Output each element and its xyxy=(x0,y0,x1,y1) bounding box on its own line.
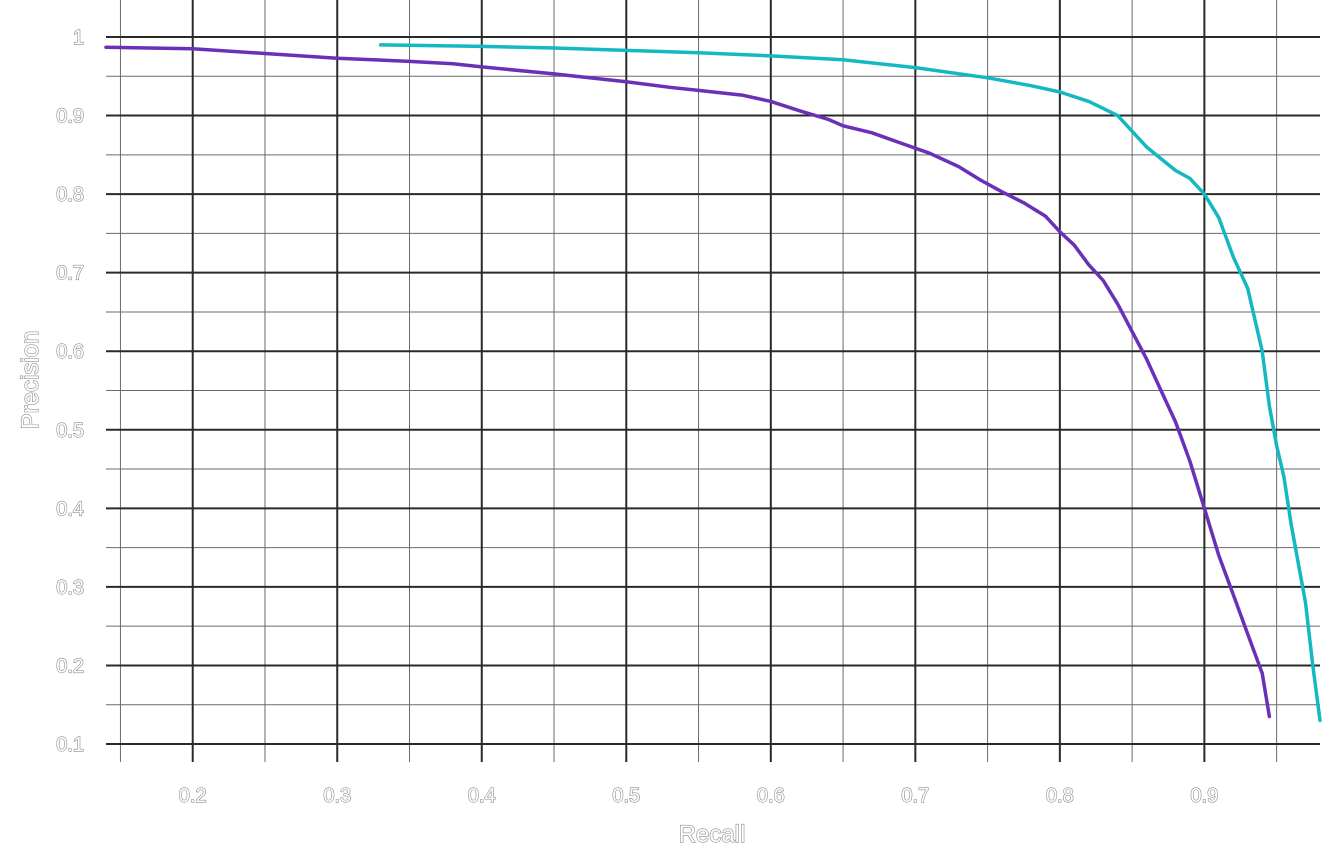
y-tick-label: 0.3 xyxy=(56,577,84,599)
series-line-2 xyxy=(378,43,1322,723)
series-lines xyxy=(104,43,1322,723)
x-tick-labels: 0.2 0.3 0.4 0.5 0.6 0.7 0.8 0.9 xyxy=(178,784,1219,807)
y-tick-label: 0.4 xyxy=(56,498,84,520)
x-tick-label: 0.4 xyxy=(468,785,496,807)
x-tick-label: 0.9 xyxy=(1190,785,1218,807)
series-line-1 xyxy=(104,45,1272,719)
y-tick-label: 0.6 xyxy=(56,341,84,363)
y-axis-title: Precision xyxy=(17,331,44,430)
y-tick-label: 0.9 xyxy=(56,106,84,128)
y-tick-label: 1 xyxy=(73,27,84,49)
x-tick-label: 0.8 xyxy=(1046,785,1074,807)
x-tick-label: 0.2 xyxy=(179,785,207,807)
x-tick-label: 0.6 xyxy=(757,785,785,807)
y-tick-label: 0.7 xyxy=(56,263,84,285)
x-tick-label: 0.5 xyxy=(612,785,640,807)
y-tick-label: 0.5 xyxy=(56,420,84,442)
grid xyxy=(106,0,1320,762)
y-tick-label: 0.1 xyxy=(56,734,84,756)
x-tick-label: 0.3 xyxy=(323,785,351,807)
x-axis-title: Recall xyxy=(679,821,746,848)
y-tick-label: 0.2 xyxy=(56,655,84,677)
x-tick-label: 0.7 xyxy=(901,785,929,807)
y-tick-label: 0.8 xyxy=(56,184,84,206)
y-tick-labels: 0.1 0.2 0.3 0.4 0.5 0.6 0.7 0.8 0.9 1 xyxy=(56,26,85,756)
